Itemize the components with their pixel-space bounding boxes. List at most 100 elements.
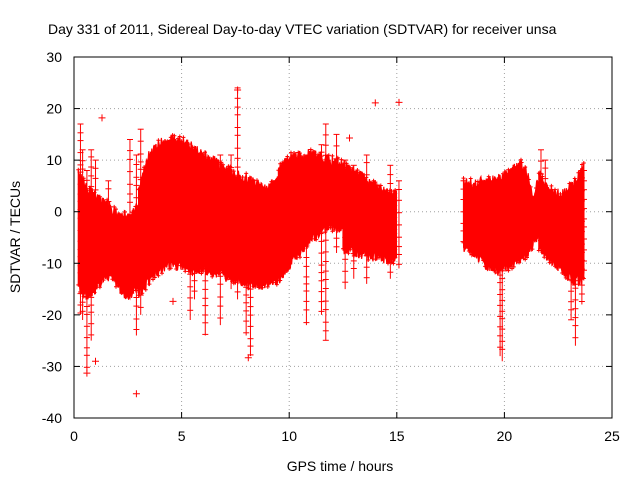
data-point-outlier [244, 354, 252, 362]
data-point-marker [517, 260, 522, 265]
data-spike [137, 128, 144, 315]
data-layer [76, 86, 587, 398]
data-point-marker [530, 247, 535, 252]
data-point-marker [152, 275, 157, 280]
data-spike [460, 180, 467, 248]
data-point-marker [481, 258, 486, 263]
data-point-marker [576, 282, 581, 287]
data-point-marker [199, 271, 204, 276]
data-spike [133, 154, 140, 336]
data-point-marker [569, 181, 574, 186]
data-point-marker [521, 167, 526, 172]
data-point-marker [314, 155, 319, 160]
data-point-marker [308, 147, 313, 152]
data-point-marker [208, 161, 213, 166]
plot-frame [73, 56, 613, 419]
data-point-marker [504, 260, 509, 265]
data-point-marker [149, 274, 154, 279]
data-point-marker [165, 260, 170, 265]
data-point-marker [526, 177, 531, 182]
data-point-marker [355, 168, 360, 172]
data-point-marker [547, 191, 552, 196]
data-point-marker [87, 193, 92, 198]
data-point-marker [238, 177, 243, 182]
data-point-marker [393, 188, 398, 193]
data-point-marker [101, 278, 106, 283]
data-point-marker [240, 175, 245, 179]
data-point-marker [337, 228, 342, 233]
data-point-marker [117, 212, 122, 217]
data-point-marker [121, 215, 126, 220]
data-point-outlier [395, 98, 403, 106]
data-point-marker [114, 207, 118, 212]
data-point-marker [506, 268, 511, 273]
data-point-marker [97, 285, 102, 290]
x-tick-label: 10 [281, 428, 297, 444]
y-tick-label: -40 [42, 410, 62, 426]
data-point-marker [160, 271, 164, 276]
data-point-marker [163, 262, 168, 267]
data-point-marker [378, 183, 383, 188]
data-point-marker [384, 189, 389, 194]
data-point-marker [197, 155, 202, 159]
data-spike [79, 149, 86, 321]
data-point-marker [330, 153, 335, 158]
data-point-marker [310, 232, 315, 237]
data-point-marker [493, 264, 498, 269]
data-point-marker [206, 155, 211, 160]
data-point-marker [149, 156, 154, 160]
y-tick-label: 30 [46, 49, 62, 65]
data-spike [387, 164, 394, 279]
data-spike [568, 195, 575, 321]
data-point-marker [466, 181, 471, 186]
data-point-marker [386, 195, 390, 200]
data-point-marker [255, 283, 259, 288]
data-point-outlier [98, 114, 106, 122]
data-point-marker [222, 273, 227, 277]
data-point-marker [292, 253, 297, 258]
data-point-marker [488, 178, 493, 183]
data-spike [83, 170, 90, 372]
data-point-marker [368, 180, 372, 185]
data-point-marker [195, 151, 200, 156]
x-axis-title: GPS time / hours [287, 458, 394, 474]
y-axis-ticks: -40 -30 -20 -10 0 10 20 30 [42, 49, 612, 426]
data-point-marker [534, 233, 538, 238]
data-point-marker [204, 158, 209, 163]
data-point-marker [357, 254, 362, 259]
data-point-marker [260, 185, 265, 190]
data-spike [581, 170, 587, 274]
data-point-marker [373, 180, 378, 185]
data-point-marker [525, 255, 529, 260]
data-point-marker [224, 276, 229, 281]
y-axis-title: SDTVAR / TECUs [7, 181, 23, 293]
data-spike [342, 159, 349, 290]
data-point-marker [151, 153, 155, 158]
chart-title: Day 331 of 2011, Sidereal Day-to-day VTE… [48, 21, 557, 37]
data-point-marker [265, 284, 270, 289]
data-point-marker [221, 162, 225, 167]
data-point-marker [517, 166, 522, 171]
data-point-marker [362, 246, 367, 251]
data-point-marker [212, 158, 216, 163]
data-point-marker [495, 177, 500, 182]
y-tick-label: 0 [54, 204, 62, 220]
data-point-marker [558, 191, 563, 196]
data-point-marker [197, 269, 202, 274]
data-point-marker [545, 189, 550, 194]
x-tick-label: 20 [497, 428, 513, 444]
data-point-marker [281, 270, 286, 275]
data-spike [578, 170, 585, 305]
data-point-marker [276, 274, 281, 279]
data-point-marker [353, 250, 358, 255]
data-point-marker [499, 179, 504, 184]
data-point-marker [264, 281, 268, 286]
data-point-marker [492, 268, 497, 273]
data-point-marker [76, 167, 81, 172]
data-point-marker [301, 246, 306, 251]
data-point-marker [549, 183, 554, 188]
data-point-marker [176, 263, 180, 268]
data-point-marker [242, 181, 247, 186]
data-point-marker [276, 168, 281, 173]
data-point-marker [265, 190, 270, 195]
